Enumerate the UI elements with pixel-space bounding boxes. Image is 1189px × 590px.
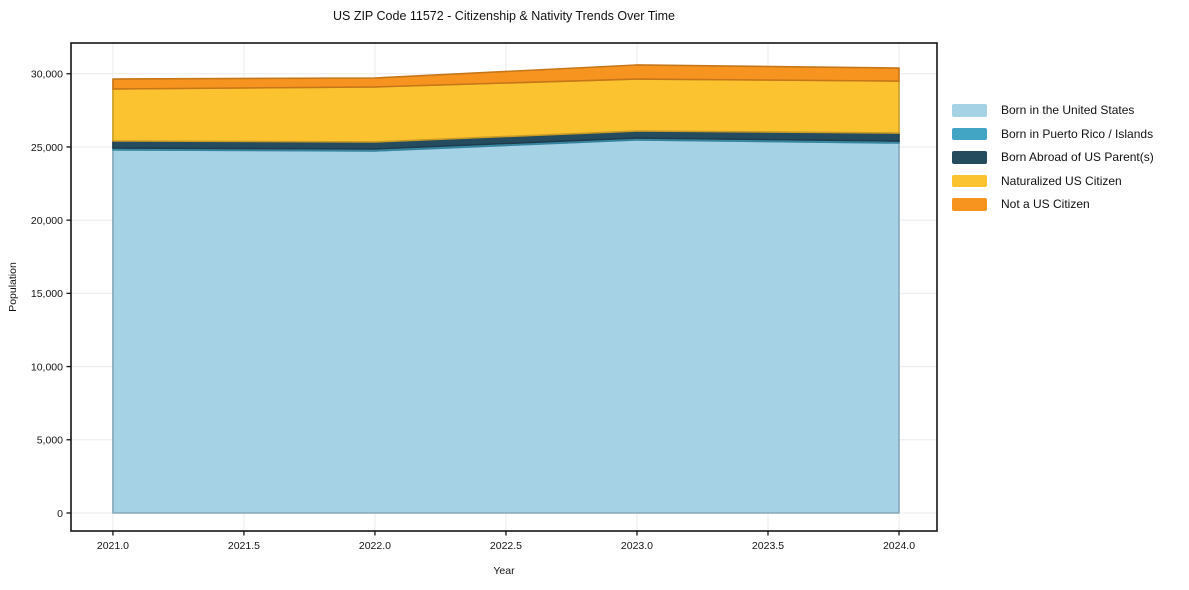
legend-swatch [952,174,987,187]
legend-swatch [952,104,987,117]
x-tick-label: 2024.0 [883,540,915,552]
y-tick-label: 15,000 [31,288,63,300]
chart-title: US ZIP Code 11572 - Citizenship & Nativi… [332,9,676,23]
legend-label: Naturalized US Citizen [1001,173,1122,188]
y-tick-label: 0 [57,508,63,520]
legend: Born in the United States Born in Puerto … [952,103,1154,212]
x-tick-label: 2023.0 [621,540,653,552]
legend-swatch [952,151,987,164]
legend-label: Not a US Citizen [1001,197,1090,212]
y-tick-label: 10,000 [31,361,63,373]
x-axis-label: Year [493,565,515,577]
legend-swatch [952,198,987,211]
y-tick-label: 30,000 [31,69,63,81]
legend-item: Born Abroad of US Parent(s) [952,150,1154,165]
legend-label: Born Abroad of US Parent(s) [1001,150,1154,165]
x-tick-label: 2022.5 [490,540,522,552]
x-tick-label: 2023.5 [752,540,784,552]
area-not-a-us-citizen [112,64,900,90]
legend-label: Born in Puerto Rico / Islands [1001,126,1154,141]
x-tick-label: 2021.0 [97,540,129,552]
legend-label: Born in the United States [1001,103,1135,118]
legend-item: Born in the United States [952,103,1154,118]
x-tick-label: 2022.0 [359,540,391,552]
plot-frame [70,42,938,532]
legend-item: Born in Puerto Rico / Islands [952,126,1154,141]
y-tick-label: 20,000 [31,215,63,227]
y-tick-label: 5,000 [37,435,63,447]
legend-item: Not a US Citizen [952,197,1154,212]
legend-swatch [952,127,987,140]
area-born-in-the-united-states [112,139,900,514]
y-tick-label: 25,000 [31,142,63,154]
legend-item: Naturalized US Citizen [952,173,1154,188]
x-tick-label: 2021.5 [228,540,260,552]
